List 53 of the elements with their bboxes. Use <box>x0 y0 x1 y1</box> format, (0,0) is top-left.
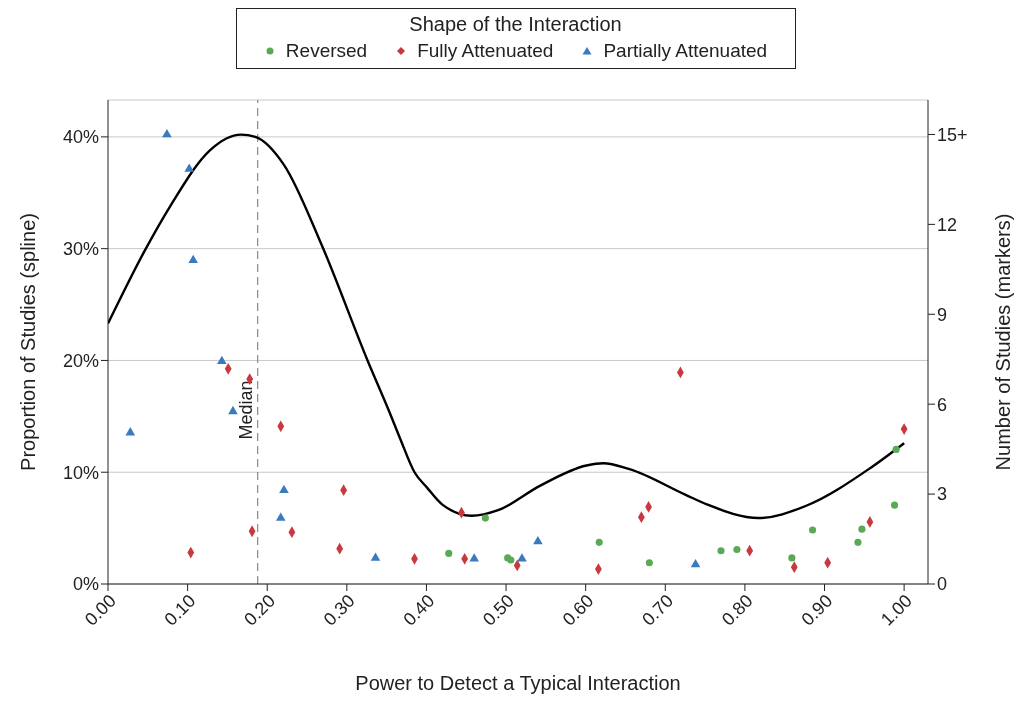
y2-tick-label: 0 <box>937 574 948 595</box>
y2-tick-label: 3 <box>937 484 948 505</box>
point <box>690 558 701 568</box>
x-tick-label: 0.50 <box>479 590 518 630</box>
x-tick-label: 0.90 <box>797 590 837 630</box>
y2-tick-label: 6 <box>937 394 948 415</box>
point <box>481 514 489 522</box>
x-tick-label: 0.60 <box>558 590 598 630</box>
point <box>370 552 381 561</box>
y-axis-title: Proportion of Studies (spline) <box>17 213 40 471</box>
point <box>188 254 198 264</box>
x-tick-label: 0.30 <box>319 590 359 630</box>
legend-title: Shape of the Interaction <box>408 13 623 36</box>
point <box>809 526 817 534</box>
y-tick-label: 40% <box>62 127 99 148</box>
point <box>279 484 289 493</box>
point <box>228 405 238 415</box>
y-tick-label: 10% <box>62 462 99 483</box>
legend-label: Partially Attenuated <box>602 40 768 62</box>
point <box>517 553 527 562</box>
point <box>788 554 796 562</box>
point <box>533 535 543 545</box>
y2-tick-label: 15+ <box>937 124 968 145</box>
y2-tick-label: 9 <box>937 304 948 325</box>
point <box>892 445 900 453</box>
y-tick-label: 20% <box>62 350 99 371</box>
legend-label: Fully Attenuated <box>416 40 554 62</box>
point <box>275 512 286 521</box>
y-tick-label: 30% <box>62 239 99 260</box>
point <box>184 163 195 172</box>
point <box>469 553 480 562</box>
y2-tick-label: 12 <box>937 214 958 235</box>
point <box>733 545 741 554</box>
x-tick-label: 0.70 <box>638 590 678 630</box>
point <box>854 538 862 546</box>
point <box>891 501 899 509</box>
point <box>717 547 725 555</box>
point <box>858 525 866 533</box>
x-tick-label: 0.10 <box>160 590 200 630</box>
point <box>445 549 453 557</box>
point <box>125 427 136 436</box>
x-tick-label: 0.40 <box>399 590 439 630</box>
point <box>217 355 227 365</box>
legend-label: Reversed <box>284 40 368 62</box>
y2-axis-title: Number of Studies (markers) <box>992 213 1015 471</box>
ref-line-label: Median <box>235 380 256 440</box>
point <box>595 538 603 546</box>
point <box>645 559 653 567</box>
line-series <box>108 133 906 520</box>
x-tick-label: 0.20 <box>240 590 280 630</box>
point <box>162 128 172 138</box>
x-tick-label: 0.80 <box>717 590 757 630</box>
x-axis-title: Power to Detect a Typical Interaction <box>355 672 681 694</box>
